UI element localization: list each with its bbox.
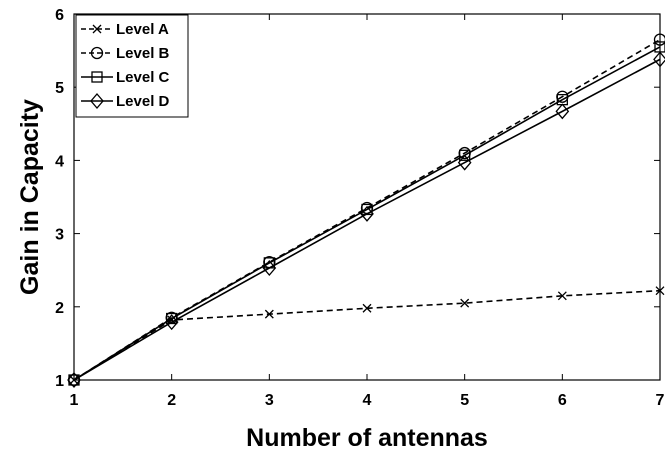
- legend-item: Level D: [81, 93, 170, 110]
- y-tick-label: 3: [55, 227, 64, 244]
- series-level-a: [69, 286, 665, 385]
- data-point: [67, 372, 81, 388]
- x-tick-label: 7: [656, 392, 665, 409]
- y-axis-title: Gain in Capacity: [16, 99, 44, 295]
- data-point: [555, 103, 570, 120]
- legend-label: Level A: [116, 21, 169, 38]
- y-tick-label: 5: [55, 80, 64, 97]
- legend-item: Level B: [81, 45, 170, 62]
- data-point: [68, 374, 80, 386]
- series-line: [73, 46, 661, 381]
- data-point: [264, 309, 274, 319]
- data-point: [655, 286, 665, 296]
- legend-marker: [91, 71, 103, 83]
- legend-marker: [92, 24, 102, 34]
- data-point: [362, 303, 372, 313]
- x-tick-label: 6: [558, 392, 567, 409]
- data-point: [459, 149, 471, 161]
- data-point: [653, 51, 665, 68]
- axis-ticks: 1 2 3 4 5 6 7 1 2 3 4 5 6: [55, 7, 664, 409]
- legend-label: Level C: [116, 69, 170, 86]
- x-tick-label: 1: [70, 392, 79, 409]
- legend-label: Level B: [116, 45, 170, 62]
- data-point: [557, 291, 567, 301]
- x-tick-label: 3: [265, 392, 274, 409]
- data-point: [460, 298, 470, 308]
- data-point: [164, 314, 179, 331]
- legend-item: Level C: [81, 69, 170, 86]
- y-tick-label: 1: [55, 373, 64, 390]
- data-point: [262, 260, 277, 277]
- x-tick-label: 5: [460, 392, 469, 409]
- legend: Level A Level B Level C Level D: [75, 14, 189, 118]
- series-level-d: [67, 51, 665, 388]
- series-layer: [67, 33, 665, 388]
- legend-label: Level D: [116, 93, 170, 110]
- data-point: [653, 33, 665, 46]
- y-tick-label: 2: [55, 300, 64, 317]
- y-tick-label: 4: [55, 153, 64, 170]
- legend-marker: [90, 46, 104, 60]
- x-axis-title: Number of antennas: [246, 424, 488, 452]
- series-line: [73, 58, 661, 381]
- x-tick-label: 2: [167, 392, 176, 409]
- legend-item: Level A: [81, 21, 169, 38]
- x-tick-label: 4: [363, 392, 372, 409]
- legend-marker: [90, 93, 104, 109]
- data-point: [360, 205, 374, 222]
- y-tick-label: 6: [55, 7, 64, 24]
- series-line: [73, 289, 661, 381]
- data-point: [457, 154, 472, 171]
